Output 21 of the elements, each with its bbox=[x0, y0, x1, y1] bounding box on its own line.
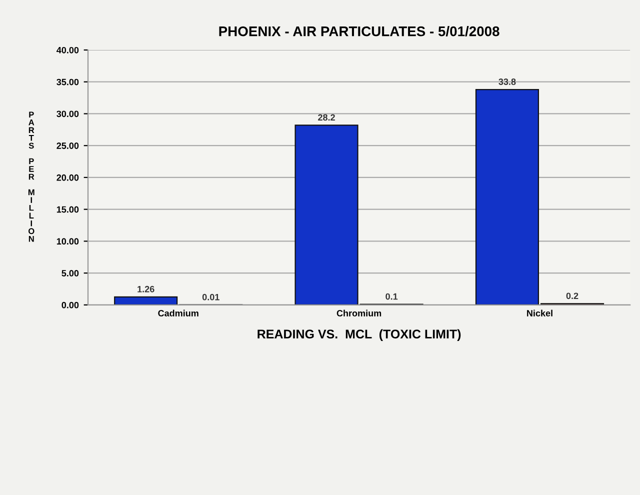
x-tick-label: Chromium bbox=[336, 310, 382, 316]
x-tick-label: Nickel bbox=[527, 310, 552, 316]
x-tick-label: Cadmium bbox=[158, 310, 198, 316]
chart-title: PHOENIX - AIR PARTICULATES - 5/01/2008 bbox=[219, 26, 500, 36]
data-label: 0.1 bbox=[386, 293, 398, 300]
y-tick-label: 5.00 bbox=[62, 270, 79, 276]
y-tick-label: 40.00 bbox=[56, 46, 79, 54]
data-label: 0.2 bbox=[566, 292, 578, 300]
y-tick-label: 35.00 bbox=[56, 78, 79, 86]
data-label: 33.8 bbox=[498, 78, 516, 85]
y-tick-label: 25.00 bbox=[56, 142, 79, 149]
y-tick-label: 10.00 bbox=[56, 238, 79, 245]
data-label: 0.01 bbox=[202, 294, 220, 300]
y-tick-label: 0.00 bbox=[62, 302, 79, 308]
text: PARTS PER MILLION bbox=[28, 112, 34, 242]
y-tick-label: 15.00 bbox=[56, 206, 79, 213]
x-axis-title: READING VS. MCL (TOXIC LIMIT) bbox=[258, 329, 461, 341]
data-label: 28.2 bbox=[318, 114, 335, 121]
y-tick-label: 20.00 bbox=[56, 174, 79, 181]
data-label: 1.26 bbox=[138, 286, 154, 292]
y-tick-label: 30.00 bbox=[56, 110, 79, 118]
